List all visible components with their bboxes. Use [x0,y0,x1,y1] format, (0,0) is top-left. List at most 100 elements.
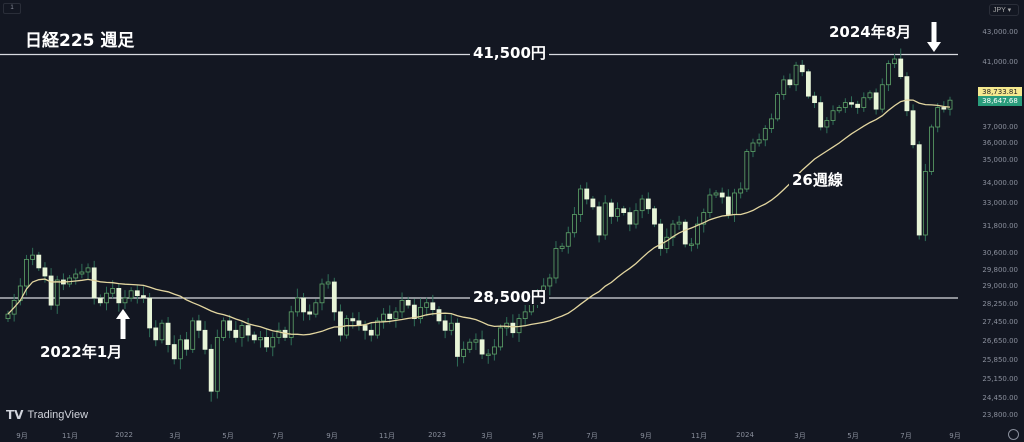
time-axis-label: 5月 [532,432,544,440]
candle [344,318,350,336]
candle [411,304,417,320]
brand-name: TradingView [27,409,89,421]
candle [190,320,196,350]
candle [830,110,836,121]
candle [713,192,719,196]
price-axis-label: 41,000.00 [982,58,1018,66]
candle [633,210,639,225]
candle [485,353,491,356]
candle [153,327,159,341]
candle [461,348,467,357]
price-axis-label: 35,000.00 [982,156,1018,164]
price-axis-label: 34,000.00 [982,179,1018,187]
candle [627,212,633,225]
candle [842,102,848,108]
price-axis-label: 28,250.00 [982,300,1018,308]
candle [547,277,553,287]
time-axis-label: 7月 [272,432,284,440]
candle [565,232,571,247]
time-axis-label: 7月 [586,432,598,440]
price-tag-last: 38,647.68 [978,96,1022,106]
price-axis-label: 36,000.00 [982,139,1018,147]
candle [596,206,602,236]
candle [313,302,319,315]
tv-logo-icon: 𝗧𝗩 [6,408,24,422]
symbol-badge[interactable]: 1 [3,3,21,14]
candle [522,311,528,320]
time-axis-label: 11月 [379,432,395,440]
candle [473,339,479,343]
tradingview-logo[interactable]: 𝗧𝗩 TradingView [6,408,88,422]
time-axis-label: 9月 [326,432,338,440]
candle [886,63,891,86]
candle [338,311,343,336]
candle [85,267,91,273]
candle [929,126,934,172]
time-axis-label: 5月 [222,432,234,440]
symbol-badge-text: 1 [10,5,14,11]
candle [331,281,337,313]
candle [147,297,153,329]
candle [602,202,608,236]
candle [227,320,233,331]
candle [947,99,953,110]
price-axis-label: 30,600.00 [982,249,1018,257]
candle [553,248,559,279]
end-annotation: 2024年8月 [826,25,915,40]
time-axis-label: 3月 [169,432,181,440]
candle [664,236,670,249]
candle [251,334,257,341]
time-axis-label: 11月 [62,432,78,440]
candle [418,306,423,320]
time-axis-label: 2022 [115,431,133,439]
candle [430,302,436,311]
price-axis-label: 27,450.00 [982,318,1018,326]
currency-selector[interactable]: JPY ▾ [989,4,1019,16]
price-axis-label: 33,000.00 [982,199,1018,207]
candle [805,71,811,97]
time-axis-label: 7月 [900,432,912,440]
candle [676,221,682,225]
candle [319,283,325,304]
candle [867,92,873,99]
candle [590,198,596,208]
candle [97,297,103,304]
candle [658,223,664,249]
settings-icon[interactable] [1008,429,1019,440]
candle [239,325,245,338]
candle [707,194,713,213]
time-axis-label: 2024 [736,431,754,439]
candle [294,297,300,313]
candle [54,279,60,306]
candle [793,64,799,86]
candle [375,320,380,336]
candle [165,322,171,345]
resistance-line-label: 41,500円 [470,46,549,61]
candle [744,151,750,190]
candle [572,214,577,234]
support-line-label: 28,500円 [470,290,549,305]
candle [91,267,97,299]
candle [424,302,430,308]
candle [79,271,85,275]
candle [245,325,251,336]
candle [196,320,202,331]
candle [645,198,651,210]
candle [756,139,762,144]
candle [479,339,485,355]
time-axis-label: 9月 [640,432,652,440]
candle [621,208,627,213]
arrow-up-icon [116,309,130,339]
candle [122,297,128,304]
candle [368,329,374,336]
candle [350,318,356,322]
candle [159,322,165,341]
candle [861,97,867,108]
candle [849,102,854,105]
time-axis-label: 11月 [691,432,707,440]
candle [775,94,781,120]
price-axis-label: 31,800.00 [982,222,1018,230]
candle [362,325,368,331]
candle [787,79,793,86]
